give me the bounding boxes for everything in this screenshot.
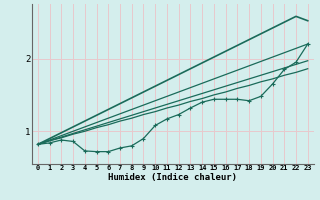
X-axis label: Humidex (Indice chaleur): Humidex (Indice chaleur) — [108, 173, 237, 182]
